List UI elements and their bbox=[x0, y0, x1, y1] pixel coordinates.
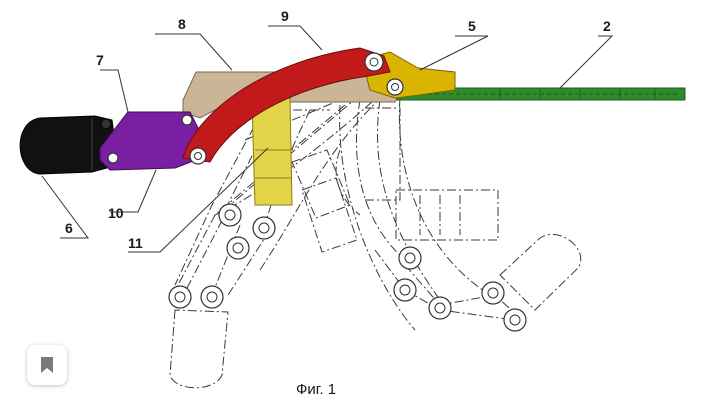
label-10: 10 bbox=[108, 205, 124, 221]
label-2: 2 bbox=[603, 18, 611, 34]
part-2-rail bbox=[391, 87, 686, 101]
label-7: 7 bbox=[96, 52, 104, 68]
bookmark-button[interactable] bbox=[27, 345, 67, 385]
part-labels: 2 5 8 9 7 6 10 11 bbox=[65, 8, 611, 251]
label-8: 8 bbox=[178, 16, 186, 32]
label-11: 11 bbox=[128, 235, 143, 251]
figure-caption: Фиг. 1 bbox=[296, 381, 336, 398]
finger-pivots bbox=[168, 203, 527, 332]
part-9-arm bbox=[182, 47, 391, 165]
label-6: 6 bbox=[65, 220, 73, 236]
leader-lines bbox=[41, 25, 614, 253]
part-10-plate bbox=[99, 111, 199, 171]
label-9: 9 bbox=[281, 8, 289, 24]
bookmark-icon bbox=[41, 357, 53, 373]
part-6-cylinder bbox=[19, 115, 119, 175]
label-5: 5 bbox=[468, 18, 476, 34]
